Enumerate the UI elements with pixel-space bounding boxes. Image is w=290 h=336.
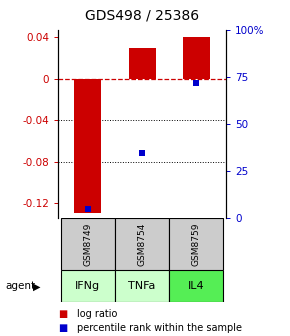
- Text: GSM8759: GSM8759: [192, 223, 201, 266]
- Text: ■: ■: [58, 309, 67, 319]
- Bar: [61, 218, 115, 270]
- Bar: [183, 38, 210, 79]
- Bar: [169, 270, 224, 302]
- Text: IFNg: IFNg: [75, 282, 100, 291]
- Text: log ratio: log ratio: [77, 309, 117, 319]
- Text: ■: ■: [58, 323, 67, 333]
- Bar: [74, 79, 101, 213]
- Text: GSM8749: GSM8749: [83, 223, 92, 266]
- Text: percentile rank within the sample: percentile rank within the sample: [77, 323, 242, 333]
- Bar: [115, 270, 169, 302]
- Bar: [61, 270, 115, 302]
- Text: TNFa: TNFa: [128, 282, 156, 291]
- Text: agent: agent: [6, 281, 36, 291]
- Text: GSM8754: GSM8754: [137, 223, 147, 266]
- Text: ▶: ▶: [33, 281, 41, 291]
- Bar: [115, 218, 169, 270]
- Bar: [169, 218, 224, 270]
- Text: IL4: IL4: [188, 282, 205, 291]
- Text: GDS498 / 25386: GDS498 / 25386: [85, 8, 199, 23]
- Bar: [128, 48, 156, 79]
